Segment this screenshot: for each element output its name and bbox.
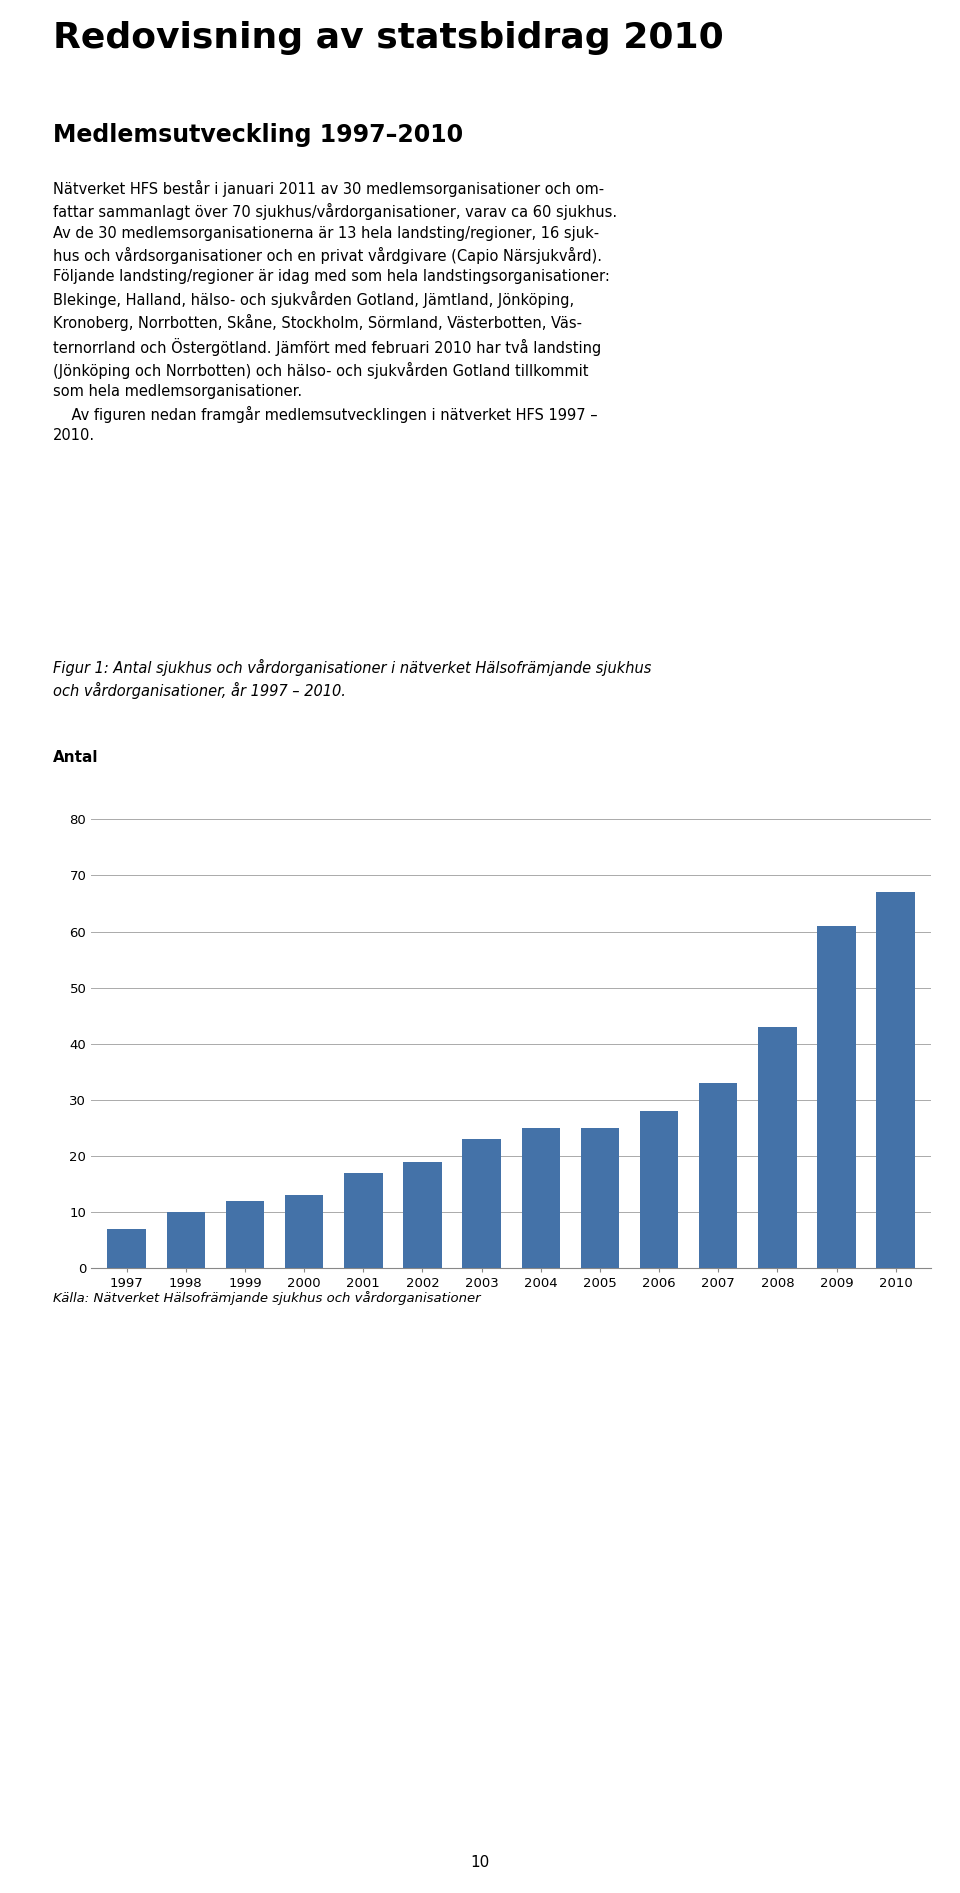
Text: Figur 1: Antal sjukhus och vårdorganisationer i nätverket Hälsofrämjande sjukhus: Figur 1: Antal sjukhus och vårdorganisat… (53, 659, 651, 699)
Bar (463, 1140, 501, 1268)
Text: Antal: Antal (53, 750, 98, 765)
Bar (640, 1111, 679, 1268)
Bar (581, 1128, 619, 1268)
Bar (758, 1028, 797, 1268)
Bar (167, 1212, 205, 1268)
Text: Källa: Nätverket Hälsofrämjande sjukhus och vårdorganisationer: Källa: Nätverket Hälsofrämjande sjukhus … (53, 1291, 480, 1304)
Text: Nätverket HFS består i januari 2011 av 30 medlemsorganisationer och om-
fattar s: Nätverket HFS består i januari 2011 av 3… (53, 180, 617, 443)
Bar (226, 1200, 264, 1268)
Text: 10: 10 (470, 1855, 490, 1870)
Text: Medlemsutveckling 1997–2010: Medlemsutveckling 1997–2010 (53, 123, 463, 148)
Bar (817, 926, 855, 1268)
Bar (344, 1174, 382, 1268)
Bar (521, 1128, 560, 1268)
Bar (285, 1194, 324, 1268)
Bar (108, 1229, 146, 1268)
Bar (699, 1083, 737, 1268)
Text: Redovisning av statsbidrag 2010: Redovisning av statsbidrag 2010 (53, 21, 724, 55)
Bar (403, 1162, 442, 1268)
Bar (876, 892, 915, 1268)
